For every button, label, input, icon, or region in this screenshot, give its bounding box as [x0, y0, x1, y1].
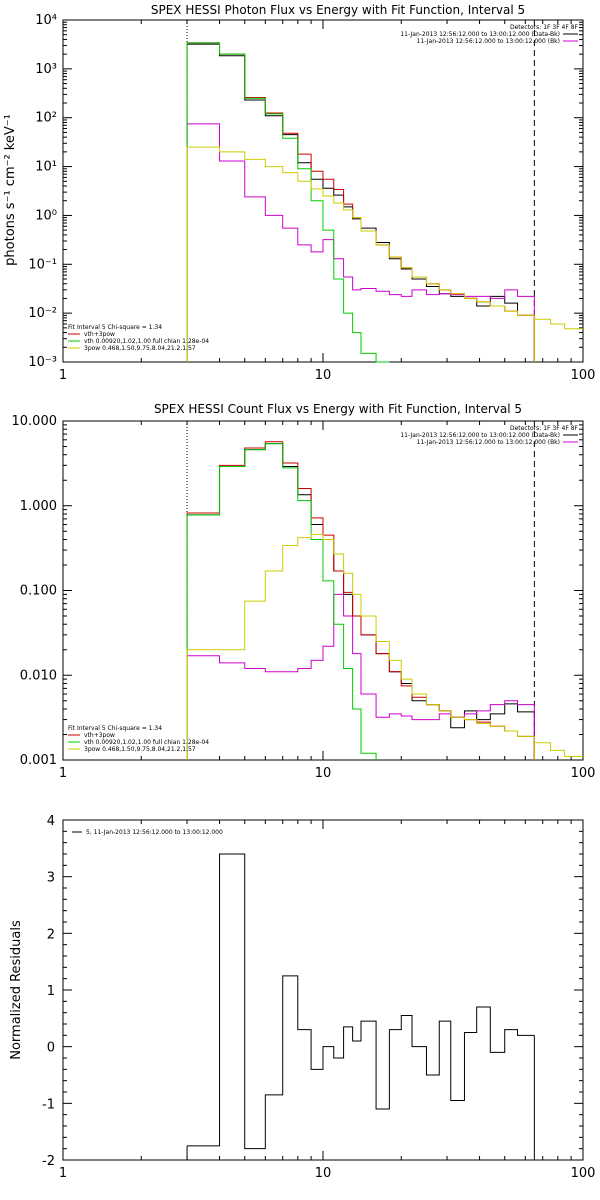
- count-flux-header-line-1: 11-Jan-2013 12:56:12.000 to 13:00:12.000…: [400, 432, 560, 439]
- residuals-series-residuals: [187, 853, 535, 1150]
- photon-flux-fit-info: Fit Interval 5 Chi-square = 1.34: [68, 324, 162, 331]
- count-flux-y-tick-label: 0.001: [20, 753, 57, 768]
- residuals-y-axis-label: Normalized Residuals: [9, 920, 24, 1060]
- photon-flux-legend-label-3: 3pow 0.468,1.50,9.75,8.04,21.2,1.57: [84, 345, 196, 352]
- count-flux-legend-label-3: 3pow 0.468,1.50,9.75,8.04,21.2,1.57: [84, 746, 196, 753]
- photon-flux-series-bk: [186, 123, 535, 362]
- residuals-y-tick-label: 1: [47, 984, 55, 999]
- photon-flux-series-vth-3pow: [186, 42, 535, 362]
- photon-flux-title: SPEX HESSI Photon Flux vs Energy with Fi…: [151, 3, 525, 17]
- count-flux-legend-label-2: vth 0.00920,1.02,1.00 full chian 1.28e-0…: [84, 739, 209, 746]
- count-flux-y-tick-label: 10.000: [12, 414, 58, 429]
- photon-flux-x-tick-label: 100: [571, 368, 596, 383]
- photon-flux-y-tick-label: 10⁻²: [28, 306, 57, 321]
- count-flux-panel: SPEX HESSI Count Flux vs Energy with Fit…: [12, 402, 596, 781]
- count-flux-y-tick-label: 0.100: [20, 584, 57, 599]
- photon-flux-header-line-2: 11-Jan-2013 12:56:12.000 to 13:00:12.000…: [417, 38, 560, 45]
- photon-flux-y-tick-label: 10⁴: [35, 13, 57, 28]
- photon-flux-x-tick-label: 1: [59, 368, 67, 383]
- residuals-legend-label: 5, 11-Jan-2013 12:56:12.000 to 13:00:12.…: [86, 829, 223, 836]
- photon-flux-series-data-bk: [186, 43, 535, 362]
- photon-flux-legend-label-1: vth+3pow: [84, 331, 115, 338]
- count-flux-header-line-2: 11-Jan-2013 12:56:12.000 to 13:00:12.000…: [417, 439, 560, 446]
- count-flux-detectors-label: Detectors: 1F 3F 4F 8F: [510, 425, 579, 432]
- count-flux-x-tick-label: 10: [315, 766, 332, 781]
- count-flux-legend-label-1: vth+3pow: [84, 732, 115, 739]
- photon-flux-header-line-1: 11-Jan-2013 12:56:12.000 to 13:00:12.000…: [400, 31, 560, 38]
- photon-flux-y-tick-label: 10⁻³: [28, 355, 57, 370]
- photon-flux-panel: SPEX HESSI Photon Flux vs Energy with Fi…: [3, 3, 595, 383]
- residuals-y-tick-label: -1: [42, 1097, 55, 1112]
- photon-flux-detectors-label: Detectors: 1F 3F 4F 8F: [510, 24, 579, 31]
- count-flux-series-3pow: [186, 533, 535, 760]
- residuals-y-tick-label: -2: [42, 1154, 55, 1169]
- photon-flux-y-tick-label: 10²: [35, 111, 57, 126]
- residuals-y-tick-label: 2: [47, 927, 55, 942]
- photon-flux-y-tick-label: 10⁻¹: [28, 257, 57, 272]
- count-flux-fit-info: Fit Interval 5 Chi-square = 1.34: [68, 725, 162, 732]
- photon-flux-series-3pow: [186, 146, 535, 362]
- photon-flux-y-tick-label: 10¹: [35, 160, 57, 175]
- photon-flux-legend-label-2: vth 0.00920,1.02,1.00 full chian 1.28e-0…: [84, 338, 209, 345]
- residuals-y-tick-label: 4: [47, 814, 55, 829]
- count-flux-y-tick-label: 0.010: [20, 668, 57, 683]
- residuals-x-tick-label: 10: [315, 1166, 332, 1181]
- residuals-plot-frame: [62, 819, 584, 1161]
- count-flux-series-bk: [186, 593, 535, 760]
- residuals-x-tick-label: 100: [571, 1166, 596, 1181]
- count-flux-series-3pow-tail: [534, 742, 583, 757]
- photon-flux-y-tick-label: 10⁰: [35, 208, 57, 223]
- count-flux-x-tick-label: 100: [571, 766, 596, 781]
- photon-flux-series-3pow-tail: [534, 318, 583, 330]
- photon-flux-x-tick-label: 10: [315, 368, 332, 383]
- photon-flux-series-vth: [186, 42, 390, 363]
- count-flux-series-vth: [186, 443, 377, 760]
- count-flux-title: SPEX HESSI Count Flux vs Energy with Fit…: [154, 402, 522, 416]
- count-flux-x-tick-label: 1: [59, 766, 67, 781]
- count-flux-y-tick-label: 1.000: [20, 499, 57, 514]
- residuals-y-tick-label: 3: [47, 871, 55, 886]
- residuals-panel: Normalized Residuals 1 10 100 -2 -1 0 1 2 3 4 5, …: [9, 814, 595, 1181]
- photon-flux-y-axis-label: photons s⁻¹ cm⁻² keV⁻¹: [3, 114, 18, 266]
- residuals-x-tick-label: 1: [59, 1166, 67, 1181]
- photon-flux-y-tick-label: 10³: [35, 62, 57, 77]
- residuals-y-tick-label: 0: [47, 1041, 55, 1056]
